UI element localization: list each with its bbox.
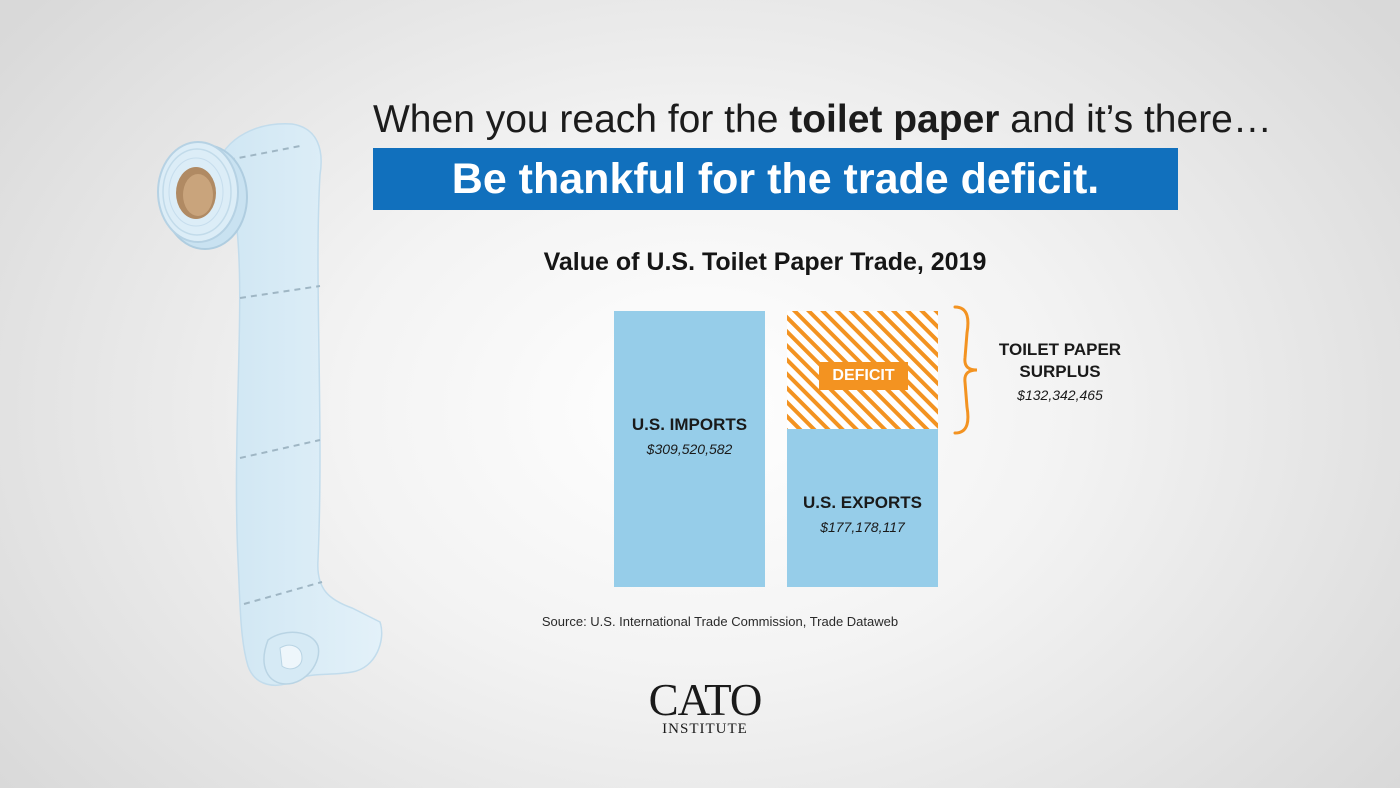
headline-after: and it’s there… — [999, 98, 1272, 141]
bar-value-exports: $177,178,117 — [820, 519, 905, 535]
bar-label-imports: U.S. IMPORTS — [631, 415, 748, 434]
headline-bold: toilet paper — [789, 98, 1000, 141]
bar-exports — [787, 429, 938, 587]
banner: Be thankful for the trade deficit. — [373, 148, 1178, 210]
surplus-value: $132,342,465 — [1017, 387, 1103, 403]
surplus-brace — [953, 305, 978, 435]
cato-logo: CATO INSTITUTE — [640, 675, 770, 738]
headline: When you reach for the toilet paper and … — [373, 96, 1272, 144]
bar-value-imports: $309,520,582 — [646, 441, 733, 457]
toilet-paper-roll-icon — [157, 123, 383, 687]
logo-sub: INSTITUTE — [662, 721, 748, 737]
bar-imports — [614, 311, 765, 587]
source-note: Source: U.S. International Trade Commiss… — [541, 614, 899, 629]
deficit-tag: DEFICIT — [819, 362, 908, 390]
surplus-label: TOILET PAPER SURPLUS — [998, 340, 1122, 381]
headline-before: When you reach for the — [373, 98, 790, 141]
logo-main: CATO — [648, 675, 763, 725]
bar-label-exports: U.S. EXPORTS — [802, 493, 923, 512]
chart-title: Value of U.S. Toilet Paper Trade, 2019 — [543, 248, 987, 276]
